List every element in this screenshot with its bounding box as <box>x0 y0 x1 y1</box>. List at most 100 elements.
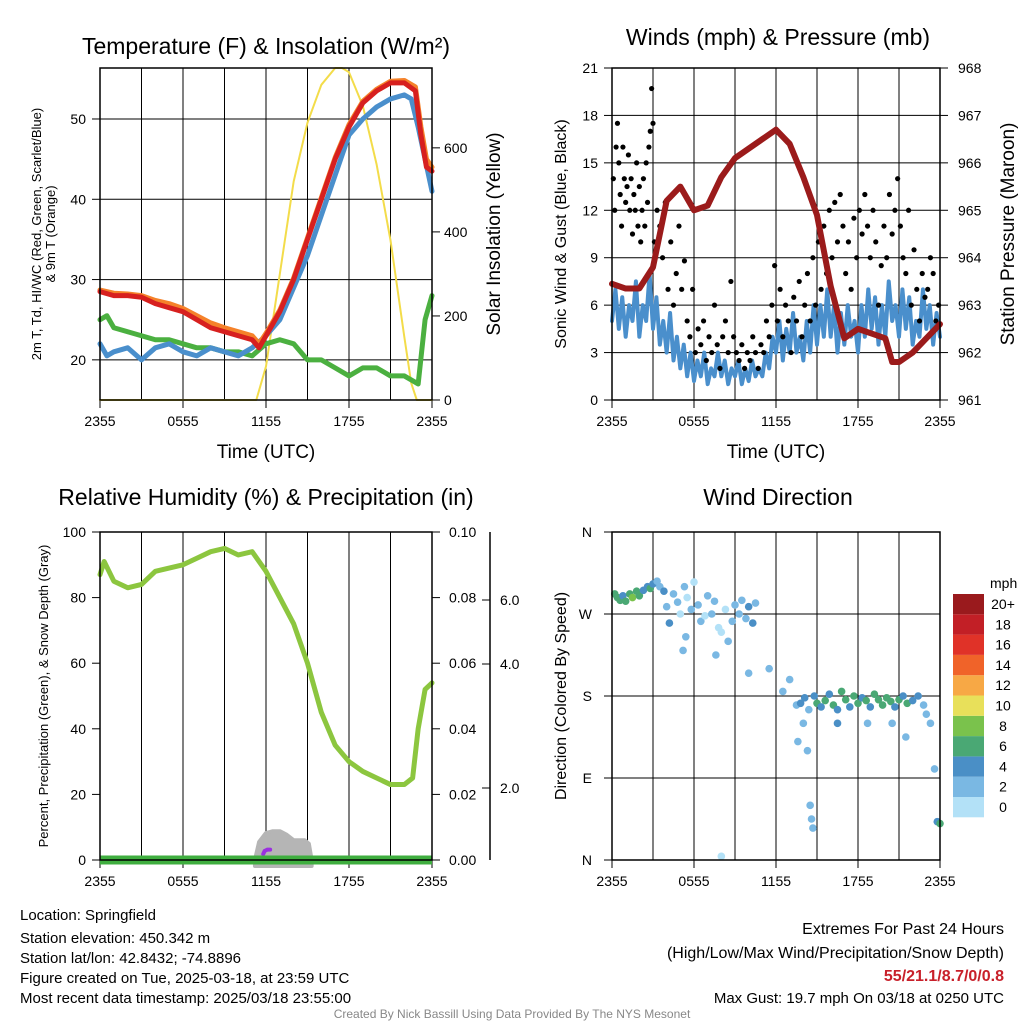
y2-tick-label: 967 <box>958 107 982 123</box>
y-tick-label: W <box>579 606 593 622</box>
relative-humidity-line <box>97 545 435 788</box>
y-tick-label: 60 <box>70 655 86 671</box>
winds-ylabel: Sonic Wind & Gust (Blue, Black) <box>553 119 570 348</box>
gust-point <box>744 349 750 356</box>
max-gust-text: Max Gust: 19.7 mph On 03/18 at 0250 UTC <box>714 990 1004 1007</box>
wind-direction-point <box>878 701 887 709</box>
gust-point <box>840 223 846 229</box>
wind-direction-point <box>833 705 842 714</box>
extremes-subtitle: (High/Low/Max Wind/Precipitation/Snow De… <box>667 945 1004 962</box>
wind-direction-point <box>669 590 678 598</box>
wind-direction-point <box>717 628 726 637</box>
temperature-panel: 20 30 40 50 2355 0555 1155 1755 2355 0 200 400 600 <box>70 67 468 429</box>
wind-direction-point <box>621 597 630 606</box>
gust-point <box>631 191 637 198</box>
wind-direction-point <box>888 719 896 728</box>
y2-tick-label: 0.10 <box>449 524 476 540</box>
gust-point <box>733 349 739 356</box>
gust-point <box>908 302 914 308</box>
wind-direction-point <box>919 701 928 709</box>
wind-direction-point <box>825 690 834 698</box>
wind-direction-point <box>673 598 682 606</box>
wind-direction-point <box>724 637 732 646</box>
wind-direction-point <box>908 696 917 705</box>
gust-point <box>818 286 824 292</box>
gust-point <box>854 255 860 261</box>
y2-tick-label: 0.08 <box>449 590 476 606</box>
colorbar-swatch <box>953 797 984 818</box>
colorbar-label: 0 <box>999 799 1007 815</box>
gust-point <box>889 231 895 237</box>
y-tick-label: 15 <box>582 155 598 171</box>
x-tick-label: 1755 <box>333 413 364 429</box>
wind-direction-point <box>870 690 879 698</box>
snow-axis-tick-label: 6.0 <box>500 592 520 608</box>
gust-point <box>769 302 775 308</box>
gust-point <box>638 239 644 245</box>
pressure-line <box>609 126 943 366</box>
y2-tick-label: 964 <box>958 250 982 266</box>
series-dew-point <box>97 293 435 387</box>
colorbar-swatch <box>953 756 984 777</box>
colorbar-swatch <box>953 695 984 716</box>
gust-point <box>725 349 731 356</box>
created-text: Figure created on Tue, 2025-03-18, at 23… <box>20 970 350 987</box>
x-tick-label: 1155 <box>761 413 791 429</box>
x-tick-label: 2355 <box>596 873 627 889</box>
gust-point <box>635 223 641 229</box>
gust-point <box>617 191 623 198</box>
gust-point <box>640 176 647 182</box>
purple-trace <box>261 847 273 856</box>
gust-point <box>856 207 862 213</box>
gust-point <box>741 365 748 371</box>
series-2m-temperature <box>97 80 435 351</box>
wind-direction-point <box>817 703 825 711</box>
gust-point <box>870 207 876 213</box>
gust-point <box>739 342 745 348</box>
y2-tick-label: 0 <box>444 392 452 408</box>
gust-point <box>755 365 761 371</box>
y2-tick-label: 200 <box>444 308 468 324</box>
x-tick-label: 1755 <box>842 873 873 889</box>
gust-point <box>914 286 920 292</box>
gust-point <box>720 334 726 340</box>
y-tick-label: 0 <box>78 852 86 868</box>
x-tick-label: 1755 <box>842 413 873 429</box>
plot-border <box>611 67 941 401</box>
wind-direction-point <box>710 597 719 606</box>
wind-direction-point <box>721 605 730 614</box>
gust-point <box>750 334 756 340</box>
gust-point <box>793 318 800 324</box>
wind-direction-point <box>717 852 726 861</box>
gust-point <box>821 223 827 229</box>
gust-point <box>659 255 666 261</box>
pressure-ylabel: Station Pressure (Maroon) <box>998 123 1019 346</box>
wind-direction-point <box>805 705 813 714</box>
elevation-text: Station elevation: 450.342 m <box>20 930 210 947</box>
gust-point <box>886 191 893 198</box>
gust-point <box>780 334 786 340</box>
wind-direction-point <box>833 719 842 728</box>
gust-point <box>845 239 852 245</box>
gust-point <box>892 207 898 213</box>
wind-direction-point <box>803 746 812 755</box>
wind-direction-point <box>744 669 753 678</box>
gust-point <box>636 183 642 190</box>
wind-direction-point <box>863 719 872 728</box>
colorbar-label: 4 <box>999 758 1007 774</box>
wind-direction-point <box>682 632 690 641</box>
gust-point <box>829 255 835 261</box>
gust-point <box>649 85 655 92</box>
gust-point <box>788 349 794 356</box>
wind-direction-point <box>850 692 858 700</box>
wind-direction-point <box>687 605 696 614</box>
wind-direction-point <box>809 824 817 832</box>
gust-point <box>761 349 767 356</box>
colorbar-swatch <box>953 776 984 797</box>
plot-border <box>99 531 433 861</box>
credit-text: Created By Nick Bassill Using Data Provi… <box>334 1007 691 1021</box>
gust-point <box>612 207 618 213</box>
gust-point <box>714 342 720 348</box>
gust-point <box>698 342 704 348</box>
y2-tick-label: 0.02 <box>449 786 476 802</box>
